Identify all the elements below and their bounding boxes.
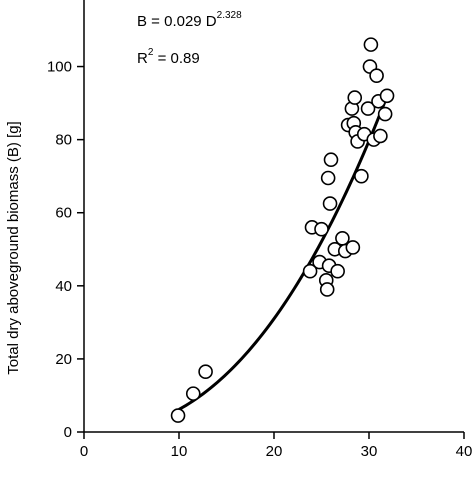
y-axis-title: Total dry aboveground biomass (B) [g] — [5, 121, 22, 374]
data-point — [185, 386, 201, 401]
data-points — [170, 37, 395, 423]
r2-lhs: R — [137, 50, 148, 67]
data-point — [198, 364, 213, 380]
y-tick-label: 40 — [55, 278, 72, 295]
y-tick-label: 20 — [55, 351, 72, 368]
data-point — [302, 263, 318, 279]
x-tick-label: 20 — [266, 443, 283, 460]
x-tick-label: 0 — [80, 443, 88, 460]
data-point — [330, 263, 345, 279]
data-point — [369, 68, 384, 83]
data-point — [347, 90, 363, 105]
data-point — [360, 101, 376, 116]
data-point — [323, 152, 339, 168]
data-point — [345, 240, 361, 255]
y-tick-label: 60 — [55, 205, 72, 222]
y-ticks: 0 20 40 60 80 100 — [47, 59, 84, 441]
r2-annotation: R2 = 0.89 — [137, 47, 200, 67]
equation-lhs: B = 0.029 D — [137, 13, 217, 30]
y-tick-label: 80 — [55, 132, 72, 149]
data-point — [377, 106, 393, 122]
x-ticks: 0 10 20 30 40 — [80, 432, 473, 460]
y-tick-label: 100 — [47, 59, 72, 76]
y-tick-label: 0 — [64, 424, 72, 441]
data-point — [335, 231, 350, 246]
x-tick-label: 40 — [456, 443, 473, 460]
data-point — [373, 128, 388, 144]
data-point — [314, 221, 329, 237]
r2-rhs: = 0.89 — [153, 50, 199, 67]
data-point — [319, 282, 335, 297]
r2-exponent: 2 — [148, 47, 154, 58]
equation-exponent: 2.328 — [217, 10, 242, 21]
data-point — [320, 170, 336, 186]
data-point — [354, 168, 369, 184]
x-tick-label: 30 — [361, 443, 378, 460]
data-point — [379, 88, 395, 104]
data-point — [322, 196, 338, 211]
fit-curve — [178, 93, 390, 411]
data-point — [363, 37, 379, 52]
equation-annotation: B = 0.029 D2.328 — [137, 10, 242, 30]
data-point — [170, 408, 186, 423]
x-tick-label: 10 — [171, 443, 188, 460]
